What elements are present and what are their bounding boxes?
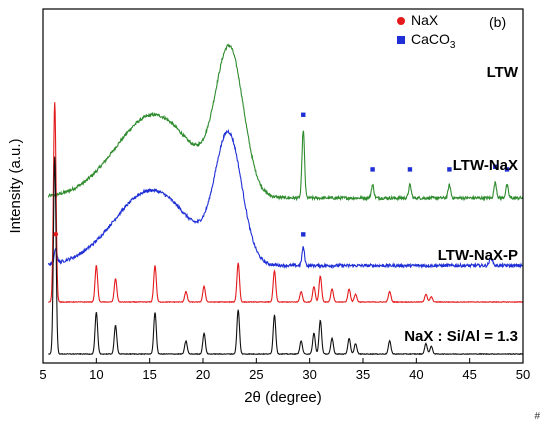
x-tick-label-7: 40 [409, 367, 423, 382]
x-tick-label-5: 30 [302, 367, 316, 382]
x-axis-label: 2θ (degree) [244, 389, 322, 406]
peak-marker-0-2 [407, 167, 413, 172]
x-tick-label-8: 45 [462, 367, 476, 382]
peak-marker-0-0 [301, 112, 306, 117]
peak-markers-layer [53, 112, 510, 237]
x-tick-label-9: 50 [516, 367, 530, 382]
curve-label-1: LTW-NaX [453, 157, 518, 174]
series-line-0 [47, 43, 524, 202]
peak-marker-1-1 [301, 232, 306, 237]
x-axis-ticks: 5 10 15 20 25 30 35 40 45 50 [39, 358, 530, 382]
legend: NaX CaCO3 [397, 12, 456, 51]
curve-label-2: LTW-NaX-P [438, 247, 518, 264]
legend-symbol-0 [397, 17, 405, 25]
legend-text-0: NaX [411, 12, 439, 28]
legend-symbol-1 [397, 36, 405, 44]
plot-frame [42, 8, 524, 364]
panel-tag: (b) [489, 14, 506, 30]
x-tick-label-2: 15 [142, 367, 156, 382]
curve-label-0: LTW [487, 64, 519, 81]
curves-layer [47, 43, 524, 356]
corner-mark: # [534, 411, 540, 422]
peak-marker-0-5 [504, 167, 510, 172]
peak-marker-0-3 [447, 167, 452, 172]
y-axis-label: Intensity (a.u.) [7, 138, 24, 233]
x-tick-label-3: 20 [196, 367, 210, 382]
x-tick-label-4: 25 [249, 367, 263, 382]
series-line-2 [48, 102, 523, 304]
curve-labels: LTW LTW-NaX LTW-NaX-P NaX : Si/Al = 1.3 [404, 64, 519, 345]
x-tick-label-0: 5 [39, 367, 46, 382]
series-line-3 [48, 156, 523, 356]
series-line-1 [47, 128, 524, 270]
legend-text-1: CaCO3 [411, 31, 456, 51]
x-tick-label-6: 35 [356, 367, 370, 382]
x-tick-label-1: 10 [89, 367, 103, 382]
curve-label-3: NaX : Si/Al = 1.3 [404, 328, 518, 345]
peak-marker-1-0 [53, 231, 59, 237]
peak-marker-0-4 [493, 164, 498, 169]
peak-marker-0-1 [370, 167, 375, 172]
